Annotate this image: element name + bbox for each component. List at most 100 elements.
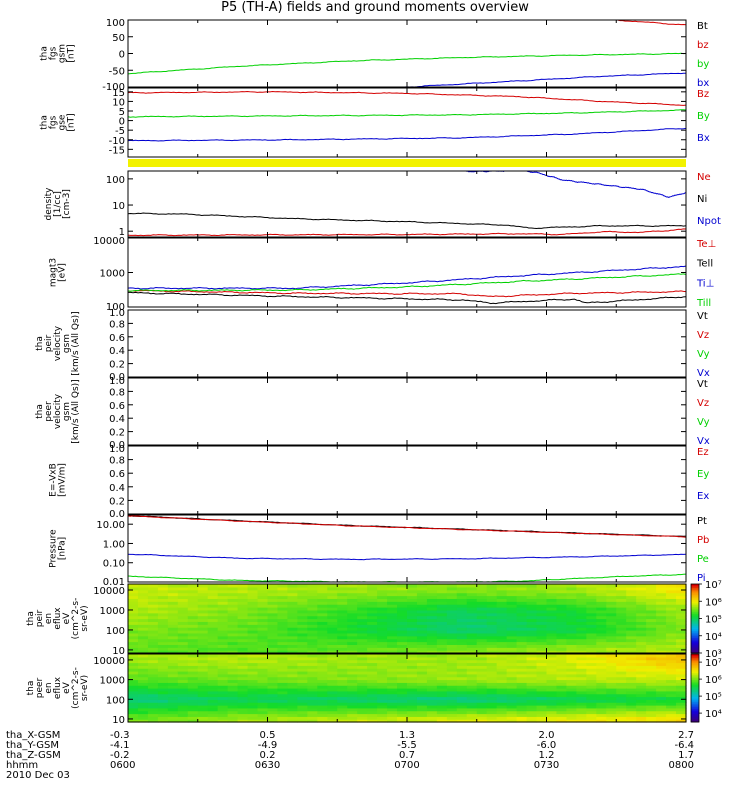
spectrogram-cell	[377, 644, 388, 648]
spectrogram-cell	[337, 641, 348, 645]
spectrogram-cell	[197, 662, 209, 666]
spectrogram-cell	[377, 586, 388, 591]
spectrogram-cell	[466, 690, 478, 695]
spectrogram-cell	[357, 592, 368, 597]
colorbar-step	[691, 630, 699, 633]
spectrogram-cell	[137, 624, 149, 628]
spectrogram-cell	[656, 595, 667, 599]
spectrogram-cell	[128, 612, 139, 617]
spectrogram-cell	[207, 624, 219, 628]
spectrogram-cell	[297, 662, 308, 666]
spectrogram-cell	[646, 609, 657, 614]
spectrogram-cell	[337, 654, 348, 658]
spectrogram-cell	[187, 630, 199, 634]
spectrogram-cell	[367, 685, 378, 689]
spectrogram-cell	[676, 685, 687, 689]
spectrogram-cell	[277, 702, 289, 706]
spectrogram-cell	[327, 665, 338, 669]
spectrogram-cell	[456, 713, 468, 717]
ytick-label: 100	[106, 695, 125, 706]
spectrogram-cell	[267, 592, 279, 597]
spectrogram-cell	[407, 621, 418, 625]
spectrogram-cell	[496, 644, 508, 648]
spectrogram-cell	[586, 662, 597, 666]
spectrogram-cell	[297, 668, 308, 672]
spectrogram-cell	[327, 595, 338, 599]
xaxis-tick-value: 2.7	[678, 730, 694, 741]
spectrogram-cell	[277, 688, 289, 692]
spectrogram-cell	[197, 650, 209, 654]
spectrogram-cell	[177, 685, 189, 689]
spectrogram-cell	[476, 665, 488, 669]
spectrogram-cell	[666, 638, 677, 643]
spectrogram-cell	[456, 632, 468, 637]
spectrogram-cell	[137, 673, 149, 678]
spectrogram-cell	[247, 696, 259, 700]
spectrogram-cell	[337, 589, 348, 594]
spectrogram-cell	[456, 630, 468, 634]
colorbar-step	[691, 609, 699, 613]
spectrogram-cell	[586, 612, 597, 617]
spectrogram-cell	[646, 627, 657, 631]
spectrogram-cell	[416, 659, 428, 664]
spectrogram-cell	[526, 609, 538, 614]
spectrogram-cell	[128, 673, 139, 678]
spectrogram-cell	[317, 665, 328, 669]
spectrogram-cell	[247, 609, 259, 614]
spectrogram-cell	[367, 668, 378, 672]
colorbar-step	[691, 667, 699, 670]
spectrogram-cell	[267, 693, 279, 698]
spectrogram-cell	[416, 644, 428, 648]
spectrogram-cell	[596, 707, 607, 712]
spectrogram-cell	[536, 601, 548, 605]
spectrogram-cell	[416, 601, 428, 605]
spectrogram-cell	[277, 635, 289, 640]
spectrogram-cell	[128, 656, 139, 661]
spectrogram-cell	[656, 676, 667, 681]
spectrogram-cell	[317, 705, 328, 709]
spectrogram-cell	[397, 702, 408, 706]
spectrogram-cell	[416, 671, 428, 675]
spectrogram-cell	[416, 650, 428, 654]
spectrogram-cell	[446, 598, 458, 602]
legend-label: Ex	[697, 491, 709, 502]
spectrogram-cell	[616, 609, 627, 614]
spectrogram-cell	[576, 589, 587, 594]
spectrogram-cell	[237, 650, 249, 654]
spectrogram-cell	[506, 621, 518, 625]
spectrogram-cell	[506, 682, 518, 686]
spectrogram-cell	[187, 644, 199, 648]
spectrogram-cell	[267, 654, 279, 658]
spectrogram-cell	[496, 705, 508, 709]
panel-peer-spectrogram: tha peer en eflux eV (cm^2-s-sr-eV)10⁷10⁶10⁵1…	[26, 653, 722, 726]
ytick-label: -10	[109, 136, 125, 147]
spectrogram-cell	[217, 641, 229, 645]
spectrogram-cell	[526, 710, 538, 715]
spectrogram-cell	[128, 682, 139, 686]
spectrogram-cell	[466, 685, 478, 689]
spectrogram-cell	[616, 682, 627, 686]
spectrogram-cell	[247, 690, 259, 695]
spectrogram-cell	[247, 598, 259, 602]
spectrogram-cell	[237, 662, 249, 666]
spectrogram-cell	[237, 710, 249, 715]
spectrogram-cell	[526, 641, 538, 645]
spectrogram-cell	[486, 598, 498, 602]
spectrogram-cell	[426, 592, 438, 597]
spectrogram-cell	[476, 705, 488, 709]
spectrogram-cell	[466, 699, 478, 703]
spectrogram-cell	[197, 685, 209, 689]
spectrogram-cell	[476, 584, 488, 588]
spectrogram-cell	[357, 654, 368, 658]
colorbar-step	[691, 660, 699, 663]
spectrogram-cell	[207, 710, 219, 715]
spectrogram-cell	[397, 650, 408, 654]
spectrogram-cell	[676, 702, 687, 706]
spectrogram-cell	[317, 644, 328, 648]
ytick-label: 10	[112, 201, 125, 212]
spectrogram-cell	[576, 607, 587, 611]
spectrogram-cell	[536, 688, 548, 692]
spectrogram-cell	[646, 665, 657, 669]
spectrogram-cell	[287, 696, 298, 700]
spectrogram-cell	[536, 679, 548, 683]
